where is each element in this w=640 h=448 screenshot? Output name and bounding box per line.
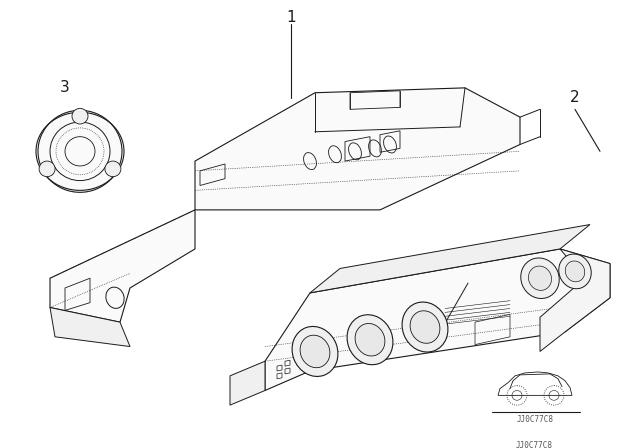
Text: 3: 3 xyxy=(60,80,70,95)
Circle shape xyxy=(38,110,122,192)
Ellipse shape xyxy=(300,335,330,368)
Text: JJ0C77C8: JJ0C77C8 xyxy=(516,415,554,424)
Circle shape xyxy=(72,108,88,124)
Polygon shape xyxy=(50,210,195,322)
Polygon shape xyxy=(195,88,520,210)
Text: 1: 1 xyxy=(286,10,296,25)
Polygon shape xyxy=(230,361,265,405)
Polygon shape xyxy=(540,249,610,351)
Ellipse shape xyxy=(355,323,385,356)
Circle shape xyxy=(105,161,121,177)
Ellipse shape xyxy=(410,311,440,343)
Ellipse shape xyxy=(529,266,552,290)
Ellipse shape xyxy=(565,261,585,282)
Polygon shape xyxy=(310,224,590,293)
Ellipse shape xyxy=(347,315,393,365)
Ellipse shape xyxy=(402,302,448,352)
Polygon shape xyxy=(265,249,610,391)
Ellipse shape xyxy=(559,254,591,289)
Polygon shape xyxy=(50,307,130,347)
Text: 2: 2 xyxy=(570,90,580,105)
Ellipse shape xyxy=(292,327,338,376)
Ellipse shape xyxy=(521,258,559,298)
Circle shape xyxy=(39,161,55,177)
Text: JJ0C77C8: JJ0C77C8 xyxy=(516,441,553,448)
